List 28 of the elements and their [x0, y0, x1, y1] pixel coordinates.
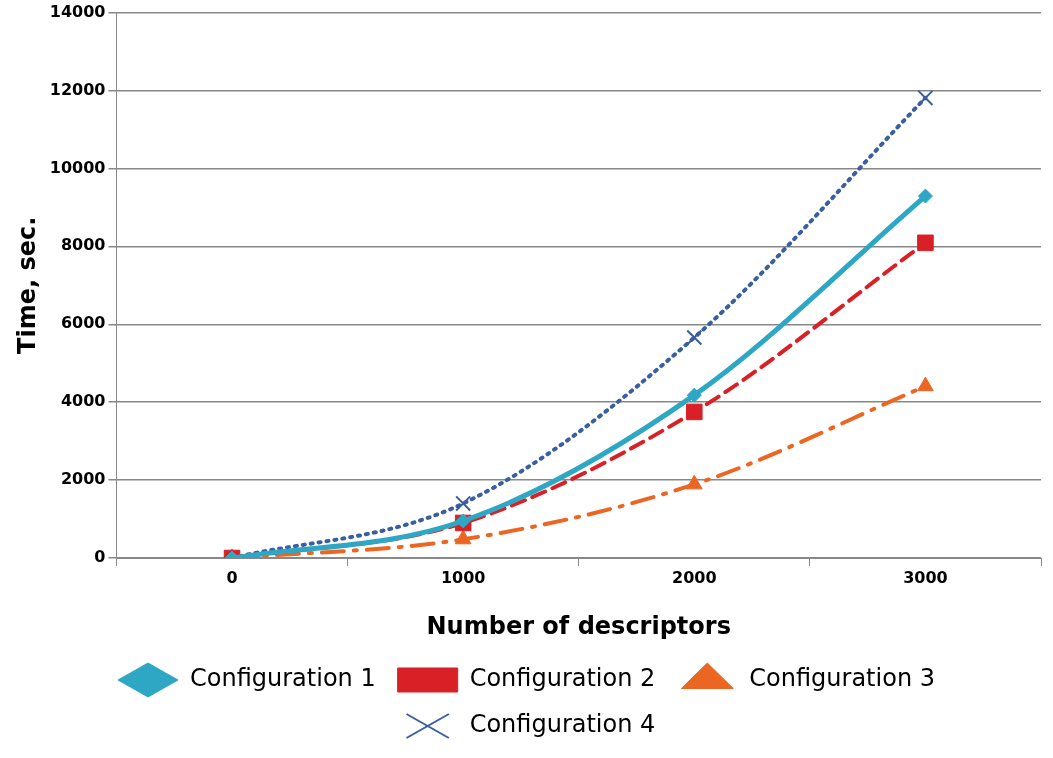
- y-tick-label: 12000: [49, 79, 106, 99]
- point: [686, 387, 702, 403]
- y-tick-label: 0: [94, 547, 106, 567]
- legend-label: Configuration 1: [190, 664, 376, 693]
- point: [455, 495, 472, 512]
- x-tick-label: 0: [226, 567, 238, 587]
- y-tick-label: 14000: [49, 1, 106, 21]
- y-tick-label: 6000: [60, 313, 106, 333]
- y-tick-label: 8000: [60, 235, 106, 255]
- legend-label: Configuration 3: [749, 664, 935, 693]
- x-tick-label: 3000: [903, 567, 948, 587]
- x-tick-label: 1000: [440, 567, 486, 587]
- point: [917, 89, 934, 106]
- point: [917, 234, 934, 252]
- point: [454, 529, 472, 545]
- y-axis-title: Time, sec.: [12, 216, 41, 354]
- legend-label: Configuration 2: [469, 664, 656, 693]
- point: [686, 474, 703, 490]
- y-tick-label: 10000: [49, 157, 106, 177]
- point: [686, 403, 703, 421]
- x-axis-title: Number of descriptors: [426, 611, 731, 640]
- point: [917, 188, 933, 204]
- legend-label: Configuration 4: [469, 710, 656, 739]
- point: [917, 376, 934, 392]
- point: [686, 329, 703, 346]
- x-tick-label: 2000: [672, 567, 717, 587]
- y-tick-label: 4000: [60, 391, 106, 411]
- y-tick-label: 2000: [60, 469, 106, 489]
